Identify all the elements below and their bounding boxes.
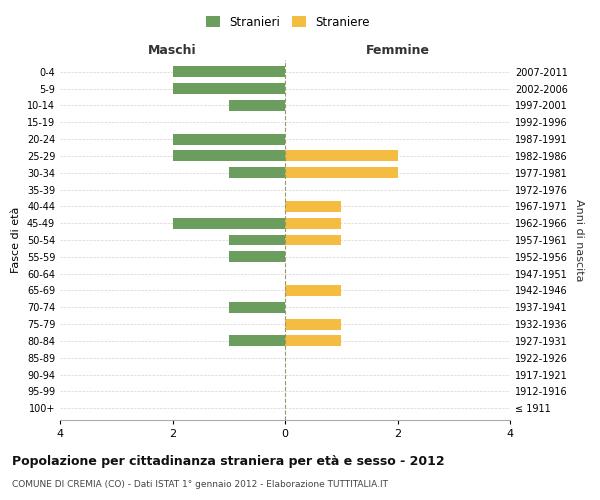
Bar bbox=[229, 302, 285, 313]
Text: Popolazione per cittadinanza straniera per età e sesso - 2012: Popolazione per cittadinanza straniera p… bbox=[12, 455, 445, 468]
Bar bbox=[173, 218, 285, 228]
Y-axis label: Fasce di età: Fasce di età bbox=[11, 207, 21, 273]
Bar bbox=[285, 150, 398, 162]
Bar bbox=[285, 201, 341, 212]
Bar bbox=[173, 150, 285, 162]
Bar bbox=[229, 167, 285, 178]
Y-axis label: Anni di nascita: Anni di nascita bbox=[574, 198, 584, 281]
Text: Maschi: Maschi bbox=[148, 44, 197, 58]
Bar bbox=[229, 252, 285, 262]
Bar bbox=[229, 336, 285, 346]
Bar bbox=[285, 336, 341, 346]
Bar bbox=[173, 83, 285, 94]
Bar bbox=[173, 134, 285, 144]
Bar bbox=[229, 100, 285, 111]
Bar bbox=[285, 234, 341, 246]
Legend: Stranieri, Straniere: Stranieri, Straniere bbox=[201, 11, 375, 34]
Bar bbox=[285, 285, 341, 296]
Bar bbox=[229, 234, 285, 246]
Bar bbox=[285, 167, 398, 178]
Text: Femmine: Femmine bbox=[365, 44, 430, 58]
Bar bbox=[285, 318, 341, 330]
Text: COMUNE DI CREMIA (CO) - Dati ISTAT 1° gennaio 2012 - Elaborazione TUTTITALIA.IT: COMUNE DI CREMIA (CO) - Dati ISTAT 1° ge… bbox=[12, 480, 388, 489]
Bar bbox=[285, 218, 341, 228]
Bar bbox=[173, 66, 285, 77]
